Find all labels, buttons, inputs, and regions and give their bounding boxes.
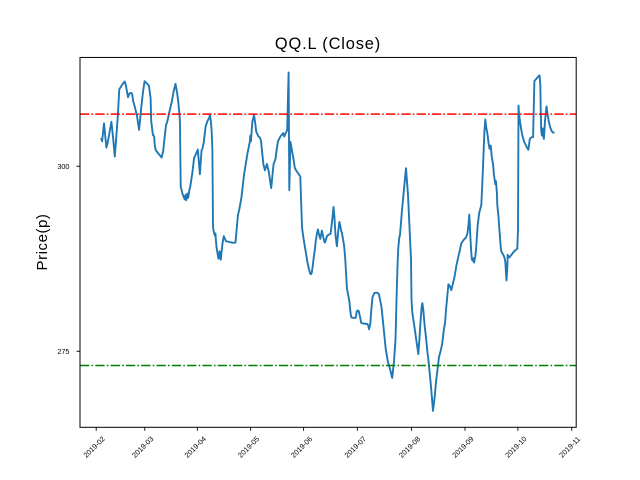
- svg-text:Price(p): Price(p): [34, 214, 51, 271]
- svg-text:QQ.L (Close): QQ.L (Close): [275, 35, 381, 53]
- svg-text:275: 275: [57, 347, 69, 356]
- svg-text:300: 300: [57, 162, 69, 171]
